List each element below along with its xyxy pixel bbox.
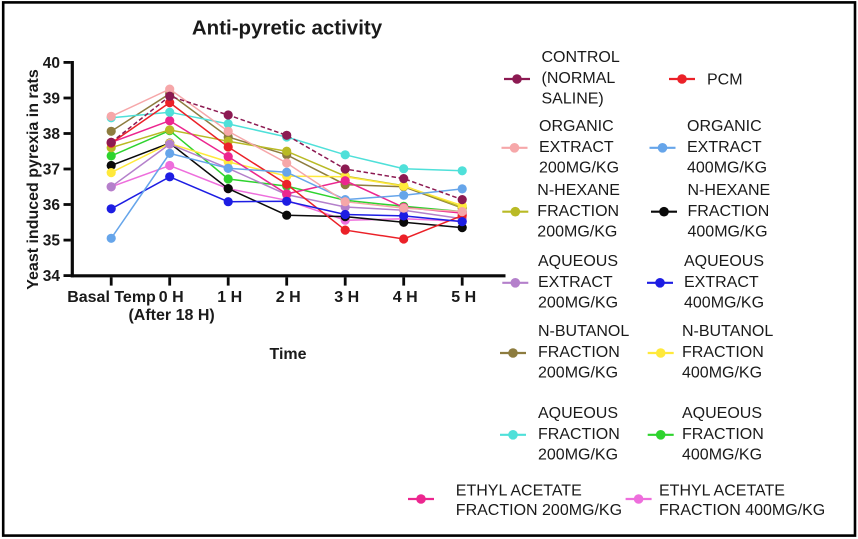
svg-text:39: 39 — [43, 91, 61, 108]
svg-text:EXTRACT: EXTRACT — [684, 274, 759, 291]
svg-text:ORGANIC: ORGANIC — [687, 118, 762, 135]
svg-text:3 H: 3 H — [334, 289, 359, 306]
svg-text:Basal Temp: Basal Temp — [67, 289, 156, 306]
svg-text:37: 37 — [43, 162, 60, 179]
svg-text:CONTROL: CONTROL — [542, 49, 620, 66]
svg-text:EXTRACT: EXTRACT — [687, 139, 762, 156]
svg-text:Yeast induced pyrexia in rats: Yeast induced pyrexia in rats — [25, 69, 42, 290]
svg-text:400MG/KG: 400MG/KG — [688, 224, 768, 241]
svg-text:40: 40 — [43, 55, 60, 72]
svg-text:(NORMAL: (NORMAL — [542, 70, 616, 87]
svg-text:4 H: 4 H — [393, 289, 418, 306]
svg-text:FRACTION: FRACTION — [538, 344, 620, 361]
svg-text:AQUEOUS: AQUEOUS — [682, 405, 762, 422]
svg-text:200MG/KG: 200MG/KG — [538, 447, 618, 464]
svg-text:400MG/KG: 400MG/KG — [684, 295, 764, 312]
svg-text:200MG/KG: 200MG/KG — [539, 160, 619, 177]
svg-text:Anti-pyretic activity: Anti-pyretic activity — [192, 17, 383, 40]
svg-text:38: 38 — [43, 126, 61, 143]
svg-text:200MG/KG: 200MG/KG — [538, 295, 618, 312]
svg-text:(After 18 H): (After 18 H) — [128, 307, 214, 324]
svg-text:0 H: 0 H — [159, 289, 184, 306]
svg-text:AQUEOUS: AQUEOUS — [538, 253, 618, 270]
svg-text:Time: Time — [269, 346, 306, 363]
svg-text:ORGANIC: ORGANIC — [539, 118, 614, 135]
svg-text:N-BUTANOL: N-BUTANOL — [538, 323, 629, 340]
svg-text:35: 35 — [43, 233, 61, 250]
svg-text:AQUEOUS: AQUEOUS — [538, 405, 618, 422]
svg-text:200MG/KG: 200MG/KG — [537, 224, 617, 241]
svg-text:FRACTION: FRACTION — [682, 426, 764, 443]
svg-text:N-BUTANOL: N-BUTANOL — [682, 323, 773, 340]
svg-text:SALINE): SALINE) — [542, 91, 604, 108]
svg-text:400MG/KG: 400MG/KG — [682, 365, 762, 382]
svg-text:N-HEXANE: N-HEXANE — [537, 182, 620, 199]
svg-text:FRACTION: FRACTION — [688, 203, 770, 220]
svg-text:N-HEXANE: N-HEXANE — [688, 182, 771, 199]
svg-text:ETHYL ACETATE: ETHYL ACETATE — [659, 483, 785, 500]
svg-text:400MG/KG: 400MG/KG — [687, 160, 767, 177]
svg-text:FRACTION 200MG/KG: FRACTION 200MG/KG — [456, 502, 622, 519]
svg-text:FRACTION 400MG/KG: FRACTION 400MG/KG — [659, 502, 825, 519]
svg-text:FRACTION: FRACTION — [538, 426, 620, 443]
svg-text:AQUEOUS: AQUEOUS — [684, 253, 764, 270]
svg-text:36: 36 — [43, 197, 61, 214]
svg-text:FRACTION: FRACTION — [537, 203, 619, 220]
svg-text:34: 34 — [43, 268, 61, 285]
svg-text:FRACTION: FRACTION — [682, 344, 764, 361]
svg-text:200MG/KG: 200MG/KG — [538, 365, 618, 382]
svg-text:EXTRACT: EXTRACT — [539, 139, 614, 156]
svg-text:EXTRACT: EXTRACT — [538, 274, 613, 291]
svg-text:PCM: PCM — [707, 72, 743, 89]
svg-text:2 H: 2 H — [276, 289, 301, 306]
svg-text:5 H: 5 H — [451, 289, 476, 306]
svg-text:400MG/KG: 400MG/KG — [682, 447, 762, 464]
svg-text:ETHYL ACETATE: ETHYL ACETATE — [456, 483, 582, 500]
svg-text:1 H: 1 H — [217, 289, 242, 306]
